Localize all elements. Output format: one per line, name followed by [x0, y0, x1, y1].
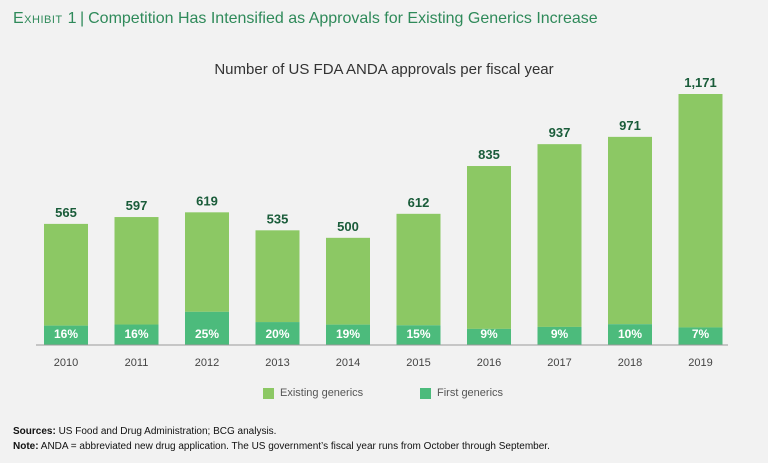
bar-first-2013	[255, 322, 300, 345]
x-tick-2014: 2014	[336, 357, 360, 369]
legend-item-existing: Existing generics	[263, 387, 363, 399]
bar-existing-2010	[44, 223, 88, 326]
bar-existing-2015	[396, 213, 441, 326]
total-label-2014: 500	[337, 219, 359, 234]
bar-first-2018	[608, 324, 652, 345]
share-label-2014: 19%	[336, 327, 360, 341]
bar-existing-2019	[678, 94, 723, 328]
exhibit-header: Exhibit 1 | Competition Has Intensified as…	[13, 10, 598, 28]
legend-label-existing: Existing generics	[280, 387, 364, 399]
footer-notes: Sources: US Food and Drug Administration…	[13, 424, 550, 454]
sources-text: US Food and Drug Administration; BCG ana…	[55, 426, 277, 437]
total-label-2016: 835	[478, 147, 500, 162]
legend-label-first: First generics	[437, 387, 504, 399]
share-label-2011: 16%	[124, 327, 148, 341]
share-label-2017: 9%	[551, 327, 569, 341]
note-text: ANDA = abbreviated new drug application.…	[38, 441, 550, 452]
x-tick-2016: 2016	[477, 357, 501, 369]
total-label-2011: 597	[126, 198, 148, 213]
bar-first-2014	[326, 324, 370, 345]
bar-first-2012	[185, 311, 229, 345]
x-tick-2017: 2017	[547, 357, 571, 369]
legend-item-first: First generics	[420, 387, 503, 399]
x-tick-2019: 2019	[688, 357, 712, 369]
total-label-2013: 535	[267, 211, 289, 226]
bar-first-2011	[114, 324, 159, 345]
exhibit-label: Exhibit 1	[13, 10, 77, 27]
share-label-2012: 25%	[195, 327, 219, 341]
exhibit-separator: |	[79, 10, 85, 27]
bar-first-2019	[678, 327, 723, 345]
sources-line: Sources: US Food and Drug Administration…	[13, 424, 550, 439]
legend: Existing generics First generics	[0, 387, 768, 401]
legend-swatch-first	[420, 387, 431, 399]
share-label-2018: 10%	[618, 327, 642, 341]
share-label-2015: 15%	[406, 327, 430, 341]
x-tick-2010: 2010	[54, 357, 78, 369]
bar-first-2016	[467, 328, 511, 345]
total-label-2012: 619	[196, 193, 218, 208]
x-tick-2018: 2018	[618, 357, 642, 369]
total-label-2018: 971	[619, 118, 641, 133]
x-tick-2011: 2011	[125, 357, 149, 369]
bar-existing-2012	[185, 212, 229, 312]
bar-existing-2017	[537, 144, 582, 327]
share-label-2010: 16%	[54, 327, 78, 341]
bar-existing-2016	[467, 166, 511, 329]
sources-label: Sources:	[13, 426, 56, 437]
share-label-2013: 20%	[265, 327, 289, 341]
share-label-2016: 9%	[480, 327, 498, 341]
total-label-2017: 937	[549, 125, 571, 140]
bar-existing-2018	[608, 136, 652, 325]
total-label-2019: 1,171	[684, 75, 717, 90]
exhibit-title: Competition Has Intensified as Approvals…	[88, 10, 598, 27]
note-line: Note: ANDA = abbreviated new drug applic…	[13, 439, 550, 454]
note-label: Note:	[13, 441, 39, 452]
total-label-2015: 612	[408, 195, 430, 210]
bar-first-2017	[537, 326, 582, 345]
x-tick-2013: 2013	[265, 357, 289, 369]
share-label-2019: 7%	[692, 327, 710, 341]
total-label-2010: 565	[55, 205, 77, 220]
bar-existing-2013	[255, 230, 300, 323]
bar-first-2015	[396, 325, 441, 345]
x-tick-2012: 2012	[195, 357, 219, 369]
bar-existing-2011	[114, 217, 159, 325]
x-tick-2015: 2015	[406, 357, 430, 369]
bar-existing-2014	[326, 237, 370, 325]
legend-swatch-existing	[263, 387, 274, 399]
bar-first-2010	[44, 325, 88, 345]
chart-title: Number of US FDA ANDA approvals per fisc…	[214, 61, 554, 78]
